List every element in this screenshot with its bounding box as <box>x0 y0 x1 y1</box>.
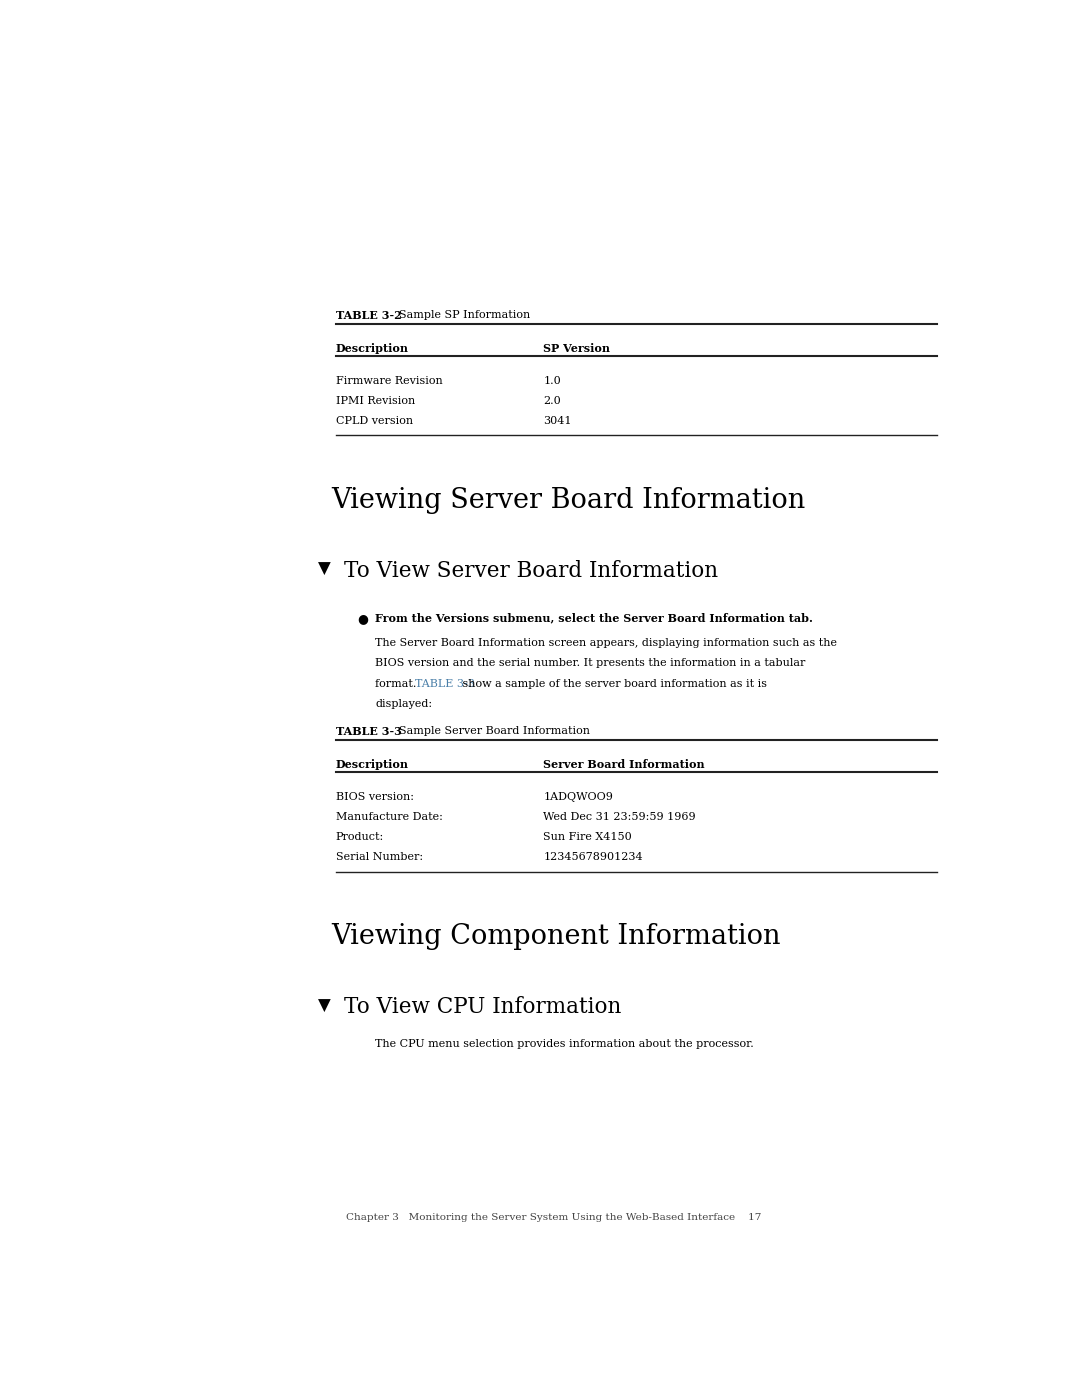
Text: Sample Server Board Information: Sample Server Board Information <box>399 726 590 736</box>
Text: Viewing Component Information: Viewing Component Information <box>332 923 781 950</box>
Text: 1ADQWOO9: 1ADQWOO9 <box>543 792 613 802</box>
Text: To View Server Board Information: To View Server Board Information <box>345 560 718 583</box>
Text: format.: format. <box>375 679 420 689</box>
Text: Serial Number:: Serial Number: <box>336 852 423 862</box>
Text: ▼: ▼ <box>318 560 330 578</box>
Text: Firmware Revision: Firmware Revision <box>336 376 443 386</box>
Text: The CPU menu selection provides information about the processor.: The CPU menu selection provides informat… <box>375 1039 754 1049</box>
Text: 3041: 3041 <box>543 415 572 426</box>
Text: From the Versions submenu, select the Server Board Information tab.: From the Versions submenu, select the Se… <box>375 612 813 623</box>
Text: TABLE 3-3: TABLE 3-3 <box>415 679 475 689</box>
Text: Chapter 3   Monitoring the Server System Using the Web-Based Interface    17: Chapter 3 Monitoring the Server System U… <box>346 1213 761 1222</box>
Text: Description: Description <box>336 344 409 353</box>
Text: Sample SP Information: Sample SP Information <box>399 310 530 320</box>
Text: Product:: Product: <box>336 831 384 842</box>
Text: Description: Description <box>336 760 409 770</box>
Text: ▼: ▼ <box>318 996 330 1014</box>
Text: Viewing Server Board Information: Viewing Server Board Information <box>332 488 806 514</box>
Text: 1.0: 1.0 <box>543 376 562 386</box>
Text: The Server Board Information screen appears, displaying information such as the: The Server Board Information screen appe… <box>375 637 837 648</box>
Text: To View CPU Information: To View CPU Information <box>345 996 622 1018</box>
Text: displayed:: displayed: <box>375 698 432 710</box>
Text: Manufacture Date:: Manufacture Date: <box>336 812 443 821</box>
Text: 12345678901234: 12345678901234 <box>543 852 643 862</box>
Text: TABLE 3-3: TABLE 3-3 <box>336 726 402 738</box>
Text: CPLD version: CPLD version <box>336 415 413 426</box>
Text: Wed Dec 31 23:59:59 1969: Wed Dec 31 23:59:59 1969 <box>543 812 697 821</box>
Text: Sun Fire X4150: Sun Fire X4150 <box>543 831 632 842</box>
Text: BIOS version and the serial number. It presents the information in a tabular: BIOS version and the serial number. It p… <box>375 658 806 668</box>
Text: ●: ● <box>356 612 367 624</box>
Text: Server Board Information: Server Board Information <box>543 760 705 770</box>
Text: IPMI Revision: IPMI Revision <box>336 395 415 405</box>
Text: 2.0: 2.0 <box>543 395 562 405</box>
Text: BIOS version:: BIOS version: <box>336 792 414 802</box>
Text: SP Version: SP Version <box>543 344 610 353</box>
Text: TABLE 3-2: TABLE 3-2 <box>336 310 402 321</box>
Text: show a sample of the server board information as it is: show a sample of the server board inform… <box>459 679 767 689</box>
